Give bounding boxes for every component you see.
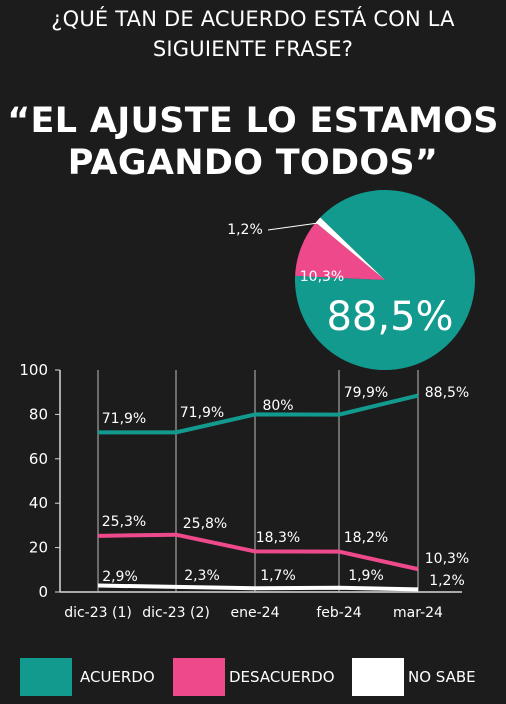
y-tick-label: 40 (29, 494, 48, 512)
legend-label-no-sabe: NO SABE (408, 668, 476, 686)
x-tick-label: feb-24 (316, 605, 361, 621)
data-label-acuerdo: 88,5% (425, 385, 469, 401)
x-tick-label: mar-24 (393, 605, 443, 621)
y-tick-label: 100 (19, 361, 48, 379)
pie-label-no-sabe: 1,2% (227, 222, 263, 238)
data-label-desacuerdo: 10,3% (425, 551, 469, 567)
data-label-no-sabe: 1,2% (429, 573, 465, 589)
data-label-desacuerdo: 25,3% (102, 514, 146, 530)
data-label-desacuerdo: 18,3% (256, 530, 300, 546)
pie-slice-no-sabe (315, 217, 385, 280)
data-label-no-sabe: 1,9% (348, 568, 384, 584)
series-line-no-sabe (97, 583, 419, 592)
y-tick-label: 60 (29, 450, 48, 468)
legend-swatch-no-sabe (352, 658, 404, 696)
data-label-no-sabe: 1,7% (260, 568, 296, 584)
series-line-desacuerdo (97, 532, 419, 572)
data-label-acuerdo: 80% (262, 398, 293, 414)
pie-label-desacuerdo: 10,3% (300, 269, 344, 285)
legend-label-desacuerdo: DESACUERDO (229, 668, 335, 686)
quote-title: “EL AJUSTE LO ESTAMOS PAGANDO TODOS” (7, 101, 499, 183)
legend-swatch-acuerdo (20, 658, 72, 696)
question-heading: ¿QUÉ TAN DE ACUERDO ESTÁ CON LA SIGUIENT… (51, 7, 455, 61)
pie-leader-line (267, 222, 321, 231)
y-tick-label: 20 (29, 539, 48, 557)
data-label-desacuerdo: 18,2% (344, 530, 388, 546)
data-label-acuerdo: 71,9% (180, 405, 224, 421)
y-tick-label: 80 (29, 405, 48, 423)
legend: ACUERDO DESACUERDO NO SABE (0, 656, 506, 700)
data-label-desacuerdo: 25,8% (183, 516, 227, 532)
series-line-acuerdo (98, 393, 419, 435)
x-tick-label: ene-24 (231, 605, 280, 621)
pie-label-acuerdo: 88,5% (326, 294, 453, 340)
pie-slice-desacuerdo (295, 222, 385, 280)
data-label-acuerdo: 71,9% (102, 411, 146, 427)
legend-swatch-desacuerdo (173, 658, 225, 696)
x-tick-label: dic-23 (1) (64, 605, 132, 621)
data-label-no-sabe: 2,3% (184, 568, 220, 584)
legend-label-acuerdo: ACUERDO (80, 668, 155, 686)
x-tick-label: dic-23 (2) (142, 605, 210, 621)
data-label-acuerdo: 79,9% (344, 385, 388, 401)
y-tick-label: 0 (38, 583, 48, 601)
data-label-no-sabe: 2,9% (102, 569, 138, 585)
